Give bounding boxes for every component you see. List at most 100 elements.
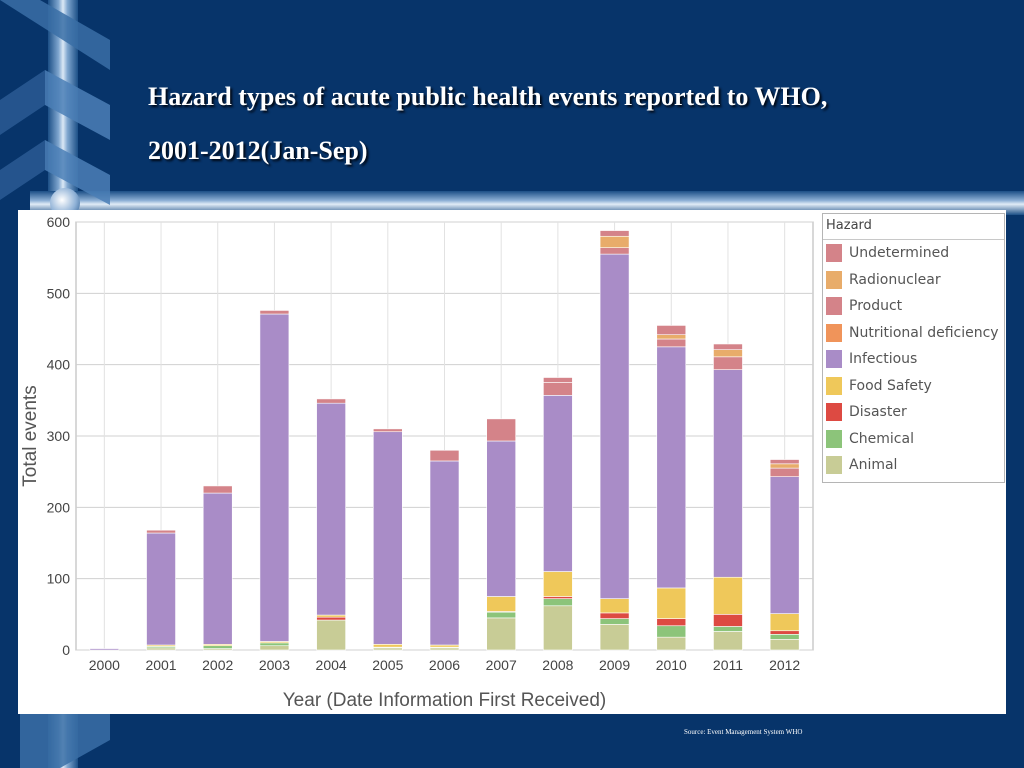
- bar-segment-animal: [429, 647, 460, 651]
- bar-segment-animal: [713, 631, 743, 651]
- chart-legend: Hazard Undetermined Radionuclear Product Nu…: [822, 213, 1005, 483]
- bar-segment-infectious: [259, 313, 290, 642]
- legend-label: Product: [849, 298, 903, 315]
- decorative-ribbons: [0, 0, 110, 768]
- bar-segment-radionuclear: [599, 235, 630, 248]
- bar-segment-product: [259, 310, 290, 315]
- legend-swatch: [826, 270, 842, 289]
- legend-label: Radionuclear: [849, 271, 941, 288]
- legend-item: Product: [823, 293, 1004, 320]
- legend-item: Disaster: [823, 399, 1004, 426]
- y-tick-label: 400: [47, 357, 71, 373]
- bar-segment-infectious: [429, 460, 460, 646]
- y-tick-label: 300: [47, 428, 71, 444]
- legend-item: Chemical: [823, 426, 1004, 453]
- x-tick-label: 2004: [316, 657, 347, 673]
- x-tick-label: 2009: [599, 657, 630, 673]
- bar-segment-food-safety: [486, 596, 516, 612]
- bar-segment-undetermined: [599, 230, 630, 237]
- bar-segment-chemical: [769, 634, 800, 640]
- bar-segment-undetermined: [769, 459, 800, 465]
- x-tick-label: 2008: [542, 657, 573, 673]
- legend-label: Undetermined: [849, 245, 950, 262]
- bar-segment-animal: [599, 624, 630, 651]
- x-tick-label: 2007: [486, 657, 517, 673]
- legend-item: Nutritional deficiency: [823, 320, 1004, 347]
- bar-segment-product: [316, 398, 346, 404]
- bar-segment-undetermined: [543, 377, 573, 383]
- legend-swatch: [826, 429, 842, 448]
- bar-segment-animal: [543, 605, 573, 651]
- x-axis-label: Year (Date Information First Received): [283, 690, 606, 711]
- bar-segment-product: [656, 338, 687, 348]
- bar-segment-radionuclear: [769, 463, 800, 469]
- bar-segment-infectious: [599, 253, 630, 599]
- bar-segment-chemical: [599, 618, 630, 625]
- bar-segment-undetermined: [713, 343, 743, 350]
- bar-segment-chemical: [202, 645, 233, 649]
- x-tick-label: 2006: [429, 657, 460, 673]
- bar-segment-animal: [146, 647, 176, 651]
- bar-segment-infectious: [373, 431, 403, 645]
- legend-item: Food Safety: [823, 373, 1004, 400]
- bar-segment-chemical: [259, 642, 290, 647]
- legend-swatch: [826, 403, 842, 422]
- legend-label: Infectious: [849, 351, 918, 368]
- bar-segment-infectious: [486, 440, 516, 597]
- bar-segment-product: [373, 428, 403, 433]
- legend-item: Radionuclear: [823, 267, 1004, 294]
- slide-title-line-1: Hazard types of acute public health even…: [148, 82, 828, 111]
- legend-label: Chemical: [849, 430, 914, 447]
- bar-segment-food-safety: [543, 571, 573, 597]
- bar-segment-food-safety: [599, 598, 630, 614]
- bar-segment-infectious: [316, 402, 346, 616]
- bar-segment-product: [713, 356, 743, 370]
- bar-segment-animal: [486, 617, 516, 651]
- x-tick-label: 2000: [89, 657, 120, 673]
- bar-segment-product: [543, 382, 573, 396]
- legend-swatch: [826, 297, 842, 316]
- bar-segment-product: [146, 529, 176, 534]
- legend-title: Hazard: [823, 214, 1004, 240]
- x-tick-label: 2012: [769, 657, 800, 673]
- bar-segment-radionuclear: [656, 334, 687, 340]
- bar-segment-animal: [769, 638, 800, 651]
- bar-segment-disaster: [543, 596, 573, 599]
- bar-segment-chemical: [656, 625, 687, 638]
- bar-segment-radionuclear: [713, 349, 743, 358]
- bar-segment-infectious: [656, 346, 687, 589]
- chart-panel: 0 100 200 300 400 500 600 2000 2001 2002 2003 2004 2…: [18, 210, 1006, 714]
- legend-label: Food Safety: [849, 377, 932, 394]
- bar-segment-animal: [656, 636, 687, 651]
- y-tick-label: 200: [47, 499, 71, 515]
- y-tick-label: 0: [62, 642, 70, 658]
- stacked-bar-chart: 0 100 200 300 400 500 600 2000 2001 2002 2003 2004 2…: [20, 214, 814, 711]
- legend-swatch: [826, 456, 842, 475]
- x-tick-label: 2001: [145, 657, 176, 673]
- bar-segment-food-safety: [713, 576, 743, 615]
- bar-segment-infectious: [769, 476, 800, 614]
- bar-segment-disaster: [316, 616, 346, 621]
- bar-segment-product: [599, 247, 630, 255]
- bar-segment-chemical: [713, 626, 743, 632]
- bar-segment-undetermined: [656, 325, 687, 336]
- slide-title-line-2: 2001-2012(Jan-Sep): [148, 136, 368, 165]
- bar-segment-product: [486, 418, 516, 442]
- bar-segment-disaster: [769, 630, 800, 635]
- legend-swatch: [826, 244, 842, 263]
- bar-segment-food-safety: [316, 614, 346, 618]
- y-axis-label: Total events: [20, 385, 41, 486]
- x-tick-label: 2002: [202, 657, 233, 673]
- legend-item: Undetermined: [823, 240, 1004, 267]
- bar-segment-disaster: [599, 612, 630, 619]
- bar-segment-infectious: [543, 395, 573, 572]
- y-tick-label: 100: [47, 571, 71, 587]
- legend-items: Undetermined Radionuclear Product Nutrition…: [823, 240, 1004, 479]
- bar-segment-chemical: [543, 598, 573, 607]
- bar-segment-food-safety: [429, 644, 460, 648]
- bar-segment-infectious: [713, 369, 743, 578]
- x-tick-label: 2011: [713, 657, 743, 673]
- bar-segment-infectious: [146, 532, 176, 646]
- y-tick-label: 600: [47, 214, 71, 230]
- legend-item: Animal: [823, 452, 1004, 479]
